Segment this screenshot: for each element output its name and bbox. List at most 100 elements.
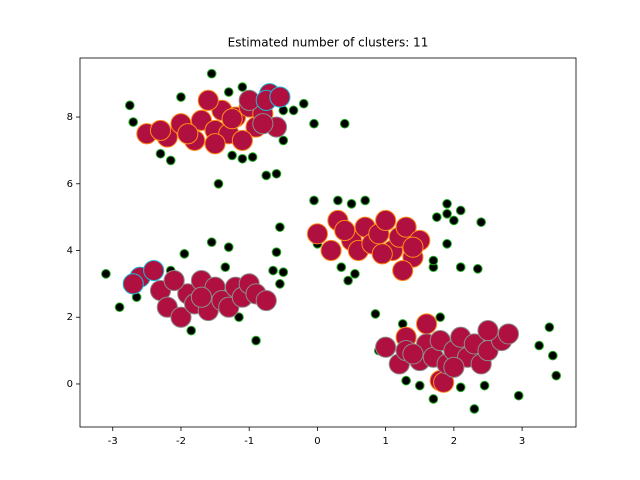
chart-title: Estimated number of clusters: 11	[228, 36, 429, 50]
y-tick-label: 0	[67, 379, 73, 390]
point	[428, 394, 439, 404]
point	[477, 319, 499, 342]
point	[206, 237, 217, 247]
point	[275, 222, 285, 232]
point	[231, 129, 253, 151]
point	[375, 336, 397, 358]
point	[206, 68, 217, 79]
point	[343, 275, 353, 286]
point	[435, 312, 446, 323]
point	[431, 212, 442, 222]
point	[442, 208, 452, 219]
point	[402, 236, 424, 258]
point	[149, 119, 172, 141]
point	[402, 343, 424, 365]
point	[371, 243, 393, 265]
point	[449, 215, 459, 226]
point	[455, 205, 466, 216]
point	[261, 170, 272, 181]
point	[401, 375, 411, 386]
point	[306, 223, 329, 245]
point	[395, 216, 417, 238]
point	[114, 302, 125, 313]
point	[223, 87, 234, 97]
point	[469, 404, 480, 414]
point	[128, 117, 139, 127]
point	[320, 239, 342, 262]
point	[334, 219, 356, 242]
point	[143, 259, 165, 282]
point	[278, 135, 289, 146]
point	[476, 217, 486, 227]
point	[227, 150, 237, 161]
point	[392, 259, 414, 282]
point	[268, 265, 278, 276]
plot-area	[101, 68, 562, 414]
point	[288, 105, 299, 116]
point	[213, 178, 224, 189]
point	[165, 155, 176, 166]
point	[455, 262, 466, 273]
point	[252, 113, 274, 135]
point	[247, 152, 258, 162]
point	[551, 370, 562, 381]
y-tick-label: 2	[67, 312, 73, 323]
point	[544, 322, 555, 333]
x-tick-label: 3	[519, 436, 525, 447]
point	[237, 82, 248, 92]
point	[428, 255, 439, 266]
x-tick-label: 2	[451, 436, 457, 447]
point	[177, 123, 199, 145]
point	[234, 312, 244, 323]
point	[513, 390, 524, 401]
point	[220, 262, 231, 273]
point	[176, 92, 186, 102]
point	[443, 356, 465, 378]
point	[255, 289, 277, 312]
point	[333, 195, 343, 206]
point	[221, 108, 243, 130]
point	[251, 335, 261, 346]
point	[163, 269, 185, 292]
y-tick-label: 4	[67, 246, 73, 257]
point	[170, 306, 192, 328]
point	[278, 267, 289, 278]
point	[275, 279, 285, 289]
point	[237, 153, 248, 164]
point	[416, 313, 438, 335]
point	[442, 239, 452, 249]
x-tick-label: 0	[314, 436, 320, 447]
point	[186, 325, 197, 336]
point	[155, 148, 166, 159]
point	[309, 118, 319, 129]
point	[339, 118, 350, 129]
point	[346, 198, 357, 209]
point	[534, 340, 544, 351]
point	[370, 309, 381, 319]
point	[375, 209, 397, 232]
axes-frame	[79, 57, 577, 428]
point	[271, 247, 282, 257]
point	[271, 168, 282, 179]
x-tick-label: -2	[176, 436, 186, 447]
point	[479, 380, 490, 391]
point	[204, 133, 226, 155]
point	[414, 380, 425, 391]
point	[179, 249, 190, 259]
point	[350, 269, 360, 279]
point	[442, 198, 452, 209]
point	[497, 323, 520, 345]
y-tick-label: 8	[67, 112, 73, 123]
point	[455, 382, 466, 393]
point	[472, 264, 483, 274]
x-tick-label: -3	[108, 436, 118, 447]
point	[122, 273, 144, 295]
point	[547, 350, 558, 361]
point	[298, 98, 309, 109]
point	[309, 195, 319, 206]
x-tick-label: 1	[382, 436, 388, 447]
point	[360, 195, 371, 206]
point	[190, 286, 213, 308]
point	[124, 100, 135, 111]
